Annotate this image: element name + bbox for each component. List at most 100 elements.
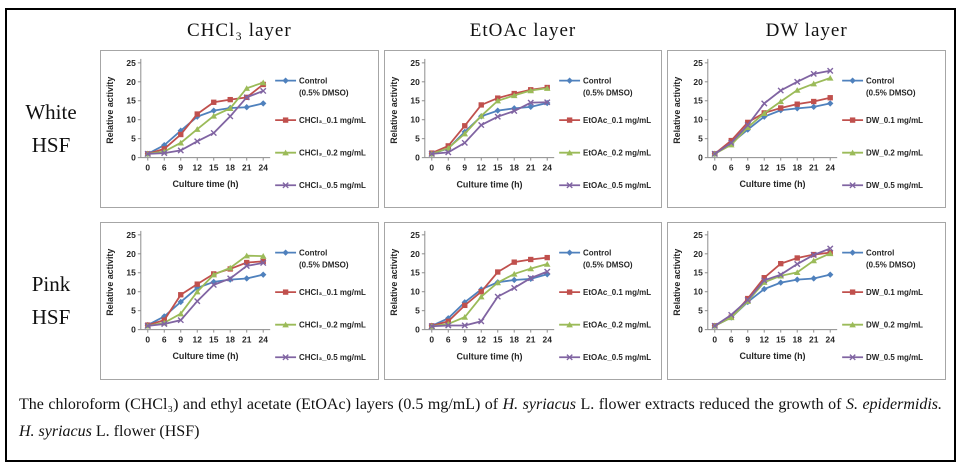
svg-text:9: 9	[746, 163, 751, 173]
legend-item: CHCl₃_0.1 mg/mL	[275, 116, 366, 125]
svg-text:24: 24	[259, 163, 269, 173]
legend-item: Control (0.5% DMSO)	[275, 249, 349, 269]
x-axis-title: Culture time (h)	[456, 179, 522, 189]
caption-text: L. flower (HSF)	[91, 422, 200, 440]
svg-text:9: 9	[462, 335, 467, 345]
chart-canvas: 0 5 10 15 20 25 0 6 9 12 15 18 21 24 Relative activity…	[672, 230, 924, 362]
svg-text:EtOAc_0.1 mg/mL: EtOAc_0.1 mg/mL	[583, 288, 651, 297]
svg-text:18: 18	[793, 163, 803, 173]
svg-text:6: 6	[446, 335, 451, 345]
svg-text:0: 0	[415, 153, 420, 163]
svg-text:CHCl₃_0.5 mg/mL: CHCl₃_0.5 mg/mL	[299, 181, 366, 190]
svg-text:20: 20	[410, 77, 420, 87]
legend-item: DW_0.5 mg/mL	[842, 181, 924, 190]
row-label-line: Pink	[31, 272, 71, 297]
legend-item: EtOAc_0.1 mg/mL	[558, 116, 651, 125]
legend-item: DW_0.1 mg/mL	[842, 116, 924, 125]
svg-text:12: 12	[193, 335, 203, 345]
chart-canvas: 0 5 10 15 20 25 0 6 9 12 15 18 21 24 Relative activity…	[105, 230, 366, 362]
svg-text:CHCl₃_0.2 mg/mL: CHCl₃_0.2 mg/mL	[299, 149, 366, 158]
svg-text:10: 10	[694, 287, 704, 297]
legend-item: EtOAc_0.2 mg/mL	[558, 321, 651, 330]
svg-text:CHCl₃_0.2 mg/mL: CHCl₃_0.2 mg/mL	[299, 321, 366, 330]
svg-text:24: 24	[542, 335, 552, 345]
svg-text:Control: Control	[583, 249, 611, 258]
svg-text:18: 18	[509, 163, 519, 173]
legend-item: EtOAc_0.5 mg/mL	[558, 353, 651, 362]
svg-text:10: 10	[410, 287, 420, 297]
svg-text:(0.5% DMSO): (0.5% DMSO)	[583, 260, 633, 269]
svg-text:9: 9	[178, 335, 183, 345]
svg-text:9: 9	[462, 163, 467, 173]
svg-text:18: 18	[793, 335, 803, 345]
x-axis-title: Culture time (h)	[740, 351, 806, 361]
row-label-line: White	[25, 100, 77, 125]
legend-item: EtOAc_0.5 mg/mL	[558, 181, 651, 190]
svg-text:21: 21	[809, 335, 819, 345]
svg-text:Control: Control	[866, 249, 894, 258]
legend-item: Control (0.5% DMSO)	[558, 249, 633, 269]
series-x	[711, 245, 834, 329]
svg-text:9: 9	[178, 163, 183, 173]
axes	[137, 230, 271, 333]
svg-text:0: 0	[713, 163, 718, 173]
svg-text:EtOAc_0.2 mg/mL: EtOAc_0.2 mg/mL	[583, 149, 651, 158]
svg-text:5: 5	[415, 134, 420, 144]
svg-text:15: 15	[209, 163, 219, 173]
svg-text:6: 6	[162, 335, 167, 345]
column-title-chcl3-layer: CHCl₃ layer	[186, 20, 292, 41]
svg-text:0: 0	[698, 153, 703, 163]
chart-panel-pink-chcl3: 0 5 10 15 20 25 0 6 9 12 15 18 21 24 Relative activity…	[100, 222, 379, 380]
svg-text:15: 15	[776, 335, 786, 345]
caption-italic-text: H. syriacus	[502, 396, 576, 413]
svg-text:DW_0.2 mg/mL: DW_0.2 mg/mL	[866, 321, 923, 330]
chart-panel-white-chcl3: 0 5 10 15 20 25 0 6 9 12 15 18 21 24 Relative activity…	[100, 50, 379, 208]
svg-text:12: 12	[476, 335, 486, 345]
svg-text:15: 15	[694, 96, 704, 106]
legend-item: DW_0.5 mg/mL	[842, 353, 924, 362]
svg-text:15: 15	[410, 96, 420, 106]
svg-text:21: 21	[526, 163, 536, 173]
svg-text:DW_0.1 mg/mL: DW_0.1 mg/mL	[866, 116, 923, 125]
svg-text:5: 5	[698, 134, 703, 144]
series-x	[144, 87, 267, 157]
series-x	[428, 268, 551, 330]
row-label-pink-hsf: Pink HSF	[7, 222, 95, 380]
svg-text:0: 0	[131, 325, 136, 335]
row-label-line: HSF	[31, 305, 71, 329]
svg-text:21: 21	[242, 335, 252, 345]
svg-text:20: 20	[126, 249, 136, 259]
chart-panel-pink-dw: 0 5 10 15 20 25 0 6 9 12 15 18 21 24 Relative activity…	[667, 222, 946, 380]
svg-text:CHCl₃_0.1 mg/mL: CHCl₃_0.1 mg/mL	[299, 116, 366, 125]
svg-text:25: 25	[694, 58, 704, 68]
legend-item: CHCl₃_0.2 mg/mL	[275, 149, 366, 158]
axes	[137, 58, 271, 161]
svg-text:DW_0.2 mg/mL: DW_0.2 mg/mL	[866, 149, 923, 158]
legend-item: EtOAc_0.2 mg/mL	[558, 149, 651, 158]
svg-text:21: 21	[242, 163, 252, 173]
y-axis-title: Relative activity	[672, 77, 682, 144]
svg-text:24: 24	[259, 335, 269, 345]
svg-text:12: 12	[760, 335, 770, 345]
svg-text:25: 25	[410, 230, 420, 240]
svg-text:21: 21	[526, 335, 536, 345]
svg-text:12: 12	[193, 163, 203, 173]
column-title-etoac-layer: EtOAc layer	[469, 20, 577, 41]
svg-text:25: 25	[694, 230, 704, 240]
svg-text:0: 0	[429, 335, 434, 345]
caption-italic-text: S. epidermidis.	[845, 396, 942, 413]
legend: Control (0.5% DMSO) CHCl₃_0.1 mg/mL CHCl₃_0…	[275, 249, 366, 362]
chart-canvas: 0 5 10 15 20 25 0 6 9 12 15 18 21 24 Relative activity…	[389, 230, 651, 362]
column-title-dw-layer: DW layer	[765, 20, 848, 41]
series-diamond	[711, 271, 834, 330]
svg-text:0: 0	[429, 163, 434, 173]
svg-text:15: 15	[694, 268, 704, 278]
svg-text:CHCl₃_0.5 mg/mL: CHCl₃_0.5 mg/mL	[299, 353, 366, 362]
svg-text:6: 6	[729, 335, 734, 345]
legend-item: CHCl₃_0.5 mg/mL	[275, 353, 366, 362]
svg-text:5: 5	[131, 306, 136, 316]
svg-text:(0.5% DMSO): (0.5% DMSO)	[583, 88, 633, 97]
legend: Control (0.5% DMSO) EtOAc_0.1 mg/mL EtOAc_0…	[558, 249, 651, 362]
caption-text: L. flower extracts reduced the growth of	[575, 396, 846, 413]
